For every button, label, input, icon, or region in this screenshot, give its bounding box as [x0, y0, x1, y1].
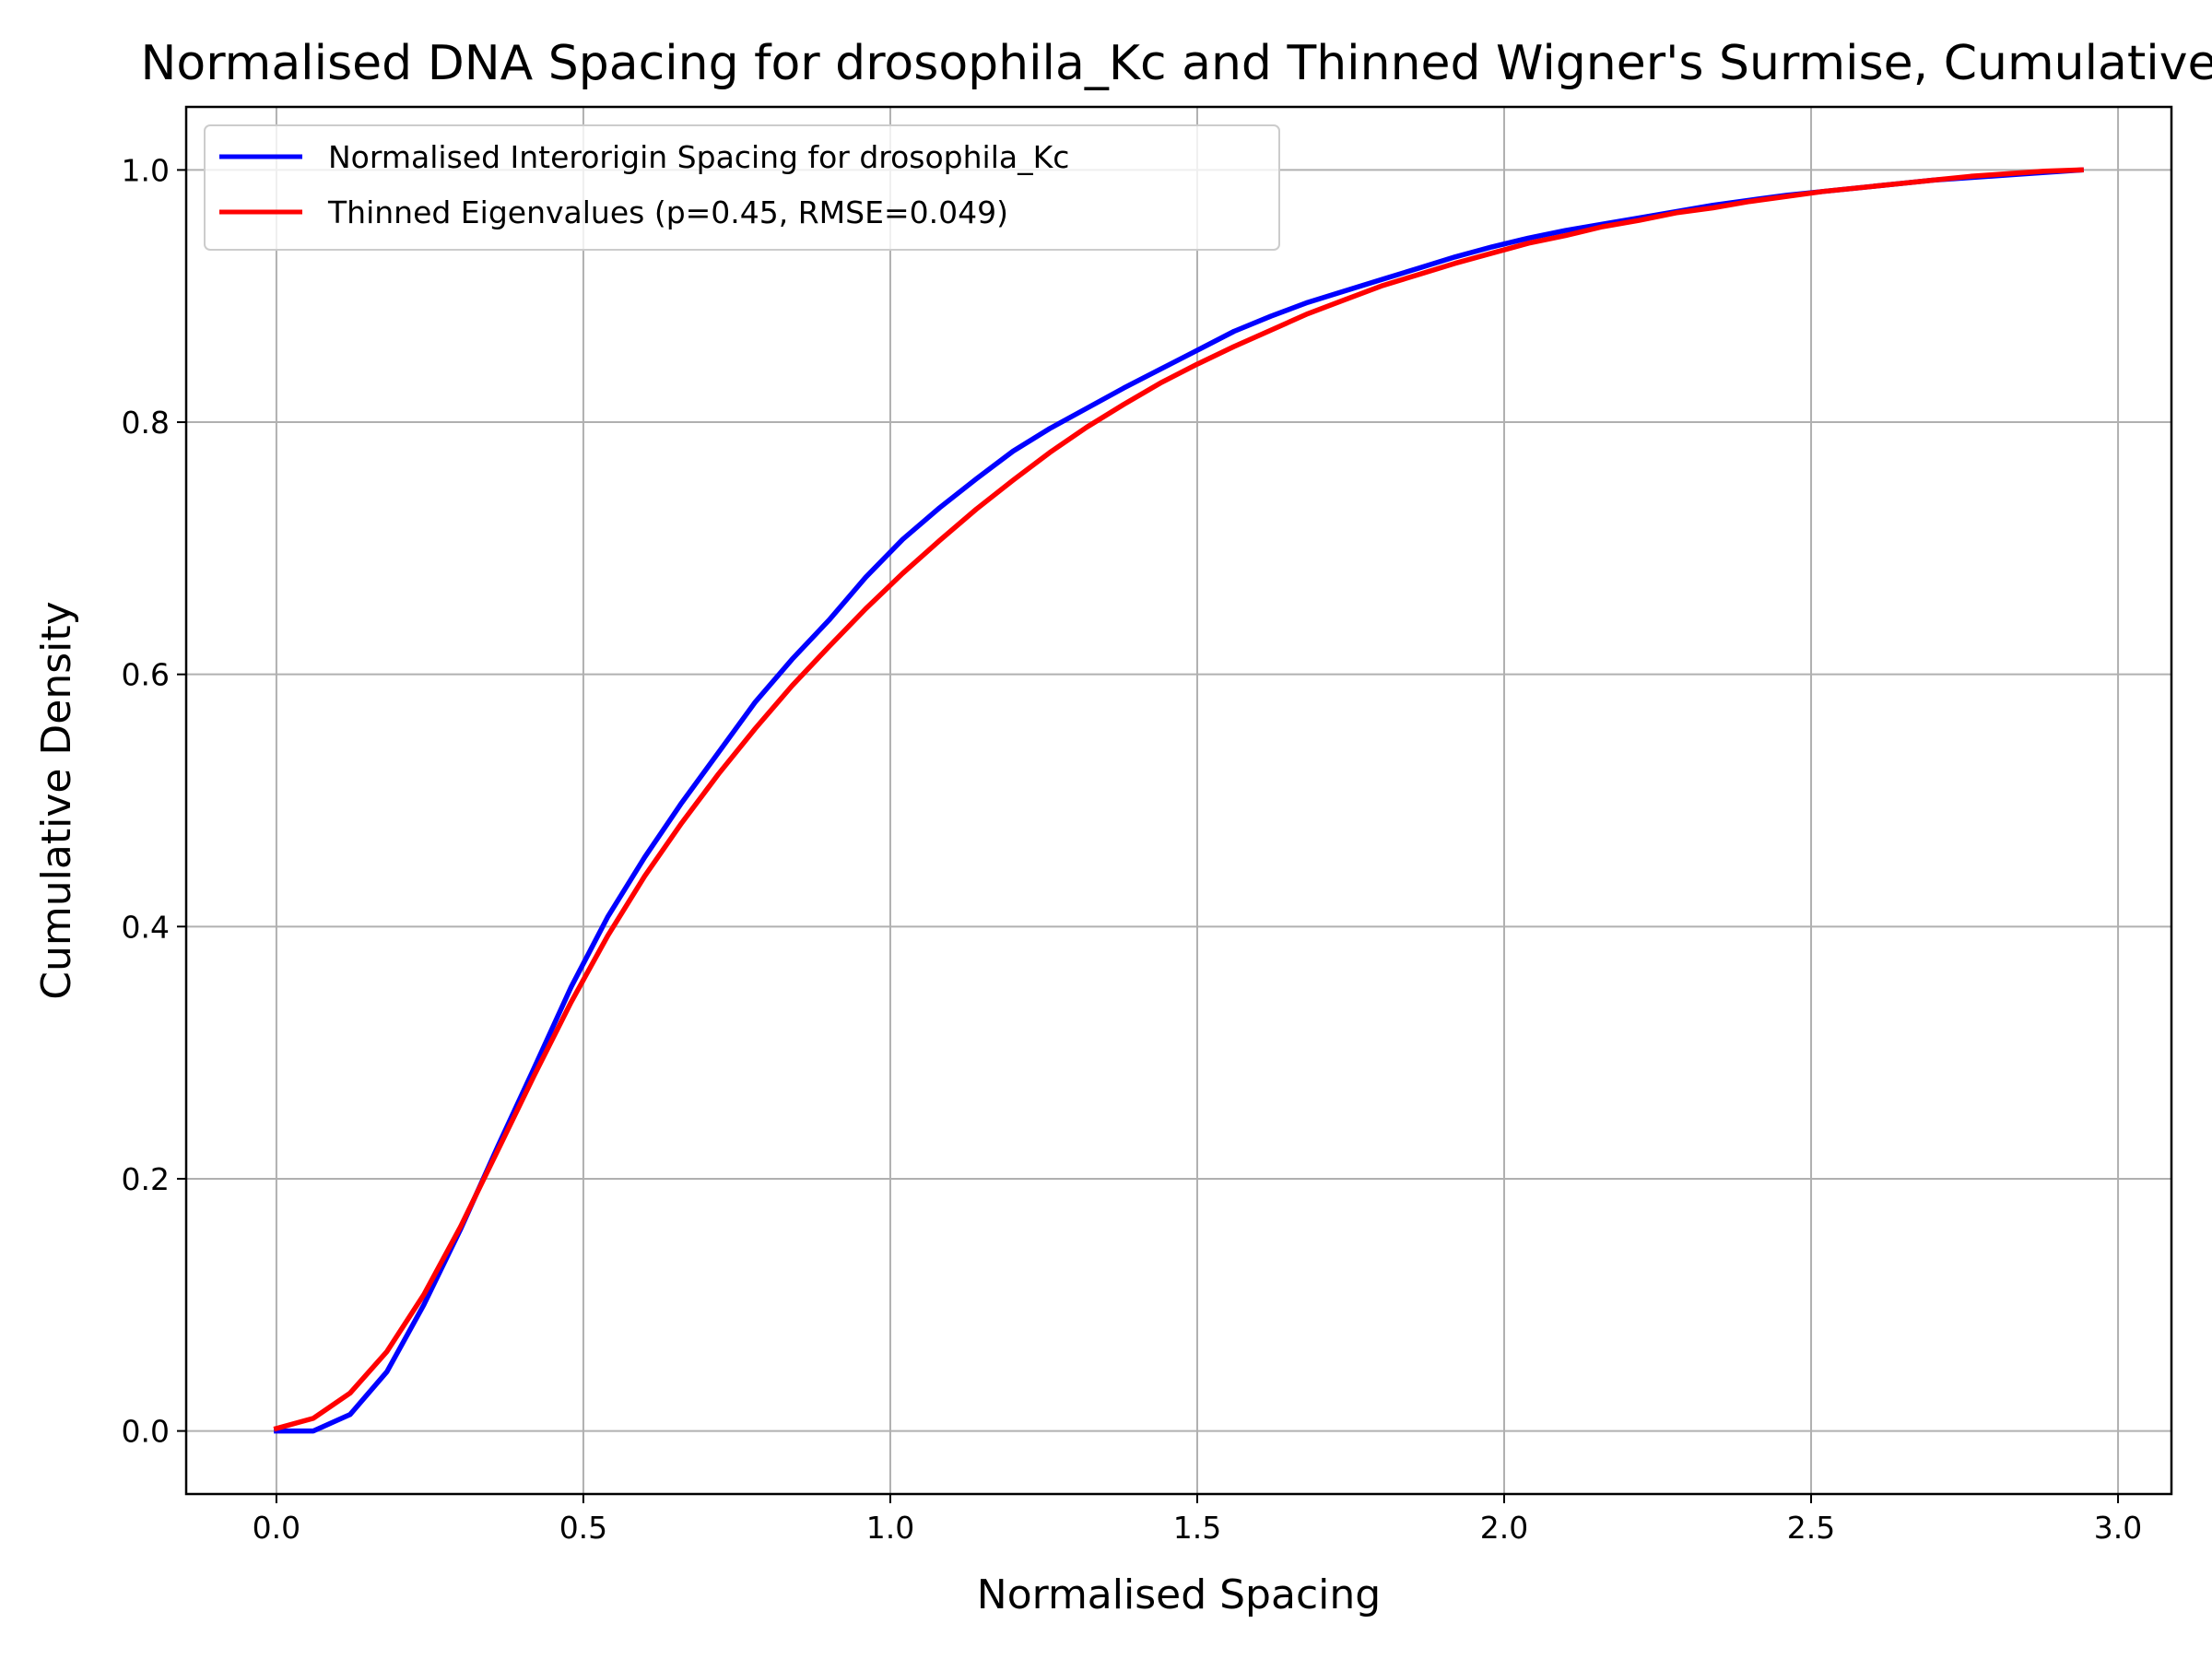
x-axis-label: Normalised Spacing: [977, 1571, 1381, 1618]
chart-title: Normalised DNA Spacing for drosophila_Kc…: [140, 36, 2212, 91]
y-tick-label: 0.6: [122, 657, 170, 693]
x-tick-label: 1.5: [1173, 1510, 1221, 1546]
legend-box: [204, 124, 1280, 251]
legend-label-thinned: Thinned Eigenvalues (p=0.45, RMSE=0.049): [327, 194, 1008, 230]
x-tick-label: 3.0: [2094, 1510, 2142, 1546]
x-tick-label: 2.5: [1787, 1510, 1835, 1546]
plot-frame: [184, 105, 2173, 1496]
x-tick-label: 1.0: [866, 1510, 914, 1546]
y-tick-label: 0.2: [122, 1161, 170, 1197]
grid-lines: [186, 107, 2171, 1494]
y-tick-label: 1.0: [122, 152, 170, 188]
x-tick-label: 2.0: [1480, 1510, 1528, 1546]
axis-ticks: 0.0 0.5 1.0 1.5 2.0 2.5 3.0 0.0 0.2 0.4 0.6 0.8 1.0: [122, 152, 2143, 1546]
legend: Normalised Interorigin Spacing for droso…: [204, 124, 1280, 251]
y-axis-label: Cumulative Density: [33, 601, 80, 999]
x-tick-label: 0.0: [253, 1510, 300, 1546]
x-tick-label: 0.5: [559, 1510, 607, 1546]
y-tick-label: 0.8: [122, 405, 170, 441]
legend-label-interorigin: Normalised Interorigin Spacing for droso…: [328, 139, 1069, 175]
y-tick-label: 0.4: [122, 909, 170, 945]
series-lines: [273, 167, 2085, 1434]
y-tick-label: 0.0: [122, 1414, 170, 1450]
series-line-thinned: [273, 167, 2084, 1432]
